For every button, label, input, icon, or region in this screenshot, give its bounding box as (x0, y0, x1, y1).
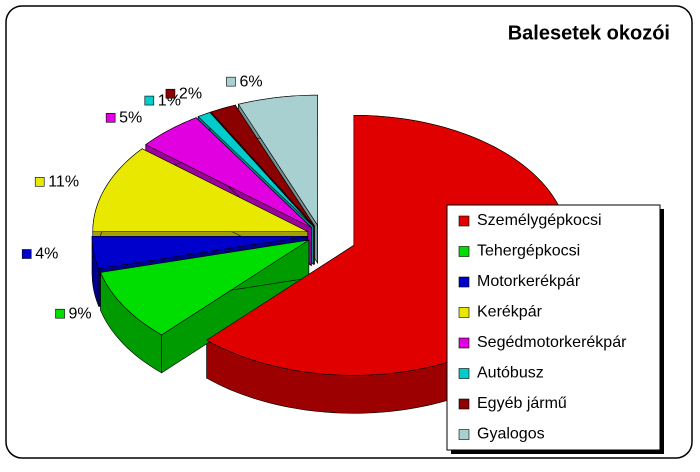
legend-label: Személygépkocsi (477, 212, 602, 229)
legend-swatch (458, 337, 470, 349)
legend-label: Egyéb jármű (477, 395, 567, 412)
pie-slice (100, 239, 309, 336)
legend-swatch (458, 429, 470, 440)
label-swatch (21, 249, 32, 259)
legend-swatch (458, 368, 470, 379)
label-swatch (105, 112, 116, 123)
data-label: 2% (179, 85, 202, 102)
legend (446, 204, 661, 451)
legend-label: Segédmotorkerékpár (477, 334, 627, 351)
label-swatch (165, 88, 176, 99)
pie-slice (91, 235, 308, 269)
data-label: 11% (48, 174, 79, 191)
legend-swatch (458, 398, 470, 410)
legend-swatch (458, 307, 470, 318)
chart-title: Balesetek okozói (508, 22, 670, 44)
data-label: 9% (69, 305, 92, 322)
pie-slice (237, 94, 318, 227)
legend-label: Autóbusz (477, 365, 544, 382)
legend-swatch (458, 215, 470, 227)
pie-slice (210, 104, 315, 227)
pie-slice (197, 112, 314, 227)
data-label: 4% (35, 246, 58, 263)
legend-label: Gyalogos (477, 426, 545, 443)
data-label: 5% (119, 110, 142, 127)
legend-label: Tehergépkocsi (477, 243, 580, 260)
label-swatch (226, 76, 236, 87)
label-swatch (55, 308, 65, 319)
data-label: 6% (239, 73, 262, 90)
legend-label: Motorkerékpár (477, 273, 581, 290)
legend-swatch (458, 276, 470, 288)
label-swatch (34, 176, 45, 187)
pie-slice (145, 117, 312, 228)
legend-swatch (458, 246, 470, 257)
legend-label: Kerékpár (477, 304, 543, 321)
label-swatch (144, 95, 155, 106)
pie-slice (92, 148, 308, 232)
